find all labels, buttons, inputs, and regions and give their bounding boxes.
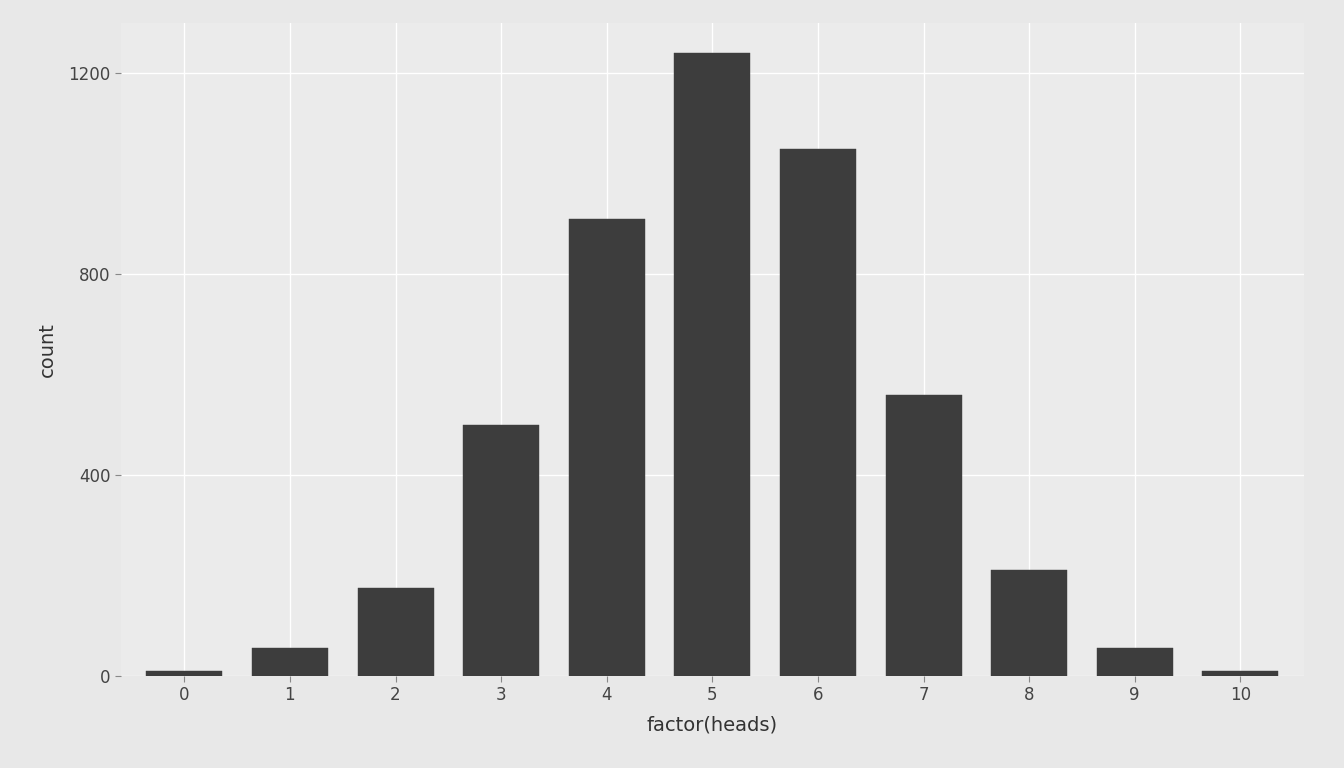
Bar <box>358 588 434 676</box>
Bar <box>886 395 961 676</box>
Bar <box>146 670 222 676</box>
Bar <box>1097 648 1173 676</box>
Bar <box>464 425 539 676</box>
Bar <box>569 219 645 676</box>
Bar <box>780 148 856 676</box>
Bar <box>675 53 750 676</box>
Bar <box>251 648 328 676</box>
Bar <box>991 571 1067 676</box>
X-axis label: factor(heads): factor(heads) <box>646 715 778 734</box>
Y-axis label: count: count <box>38 322 58 377</box>
Bar <box>1203 670 1278 676</box>
